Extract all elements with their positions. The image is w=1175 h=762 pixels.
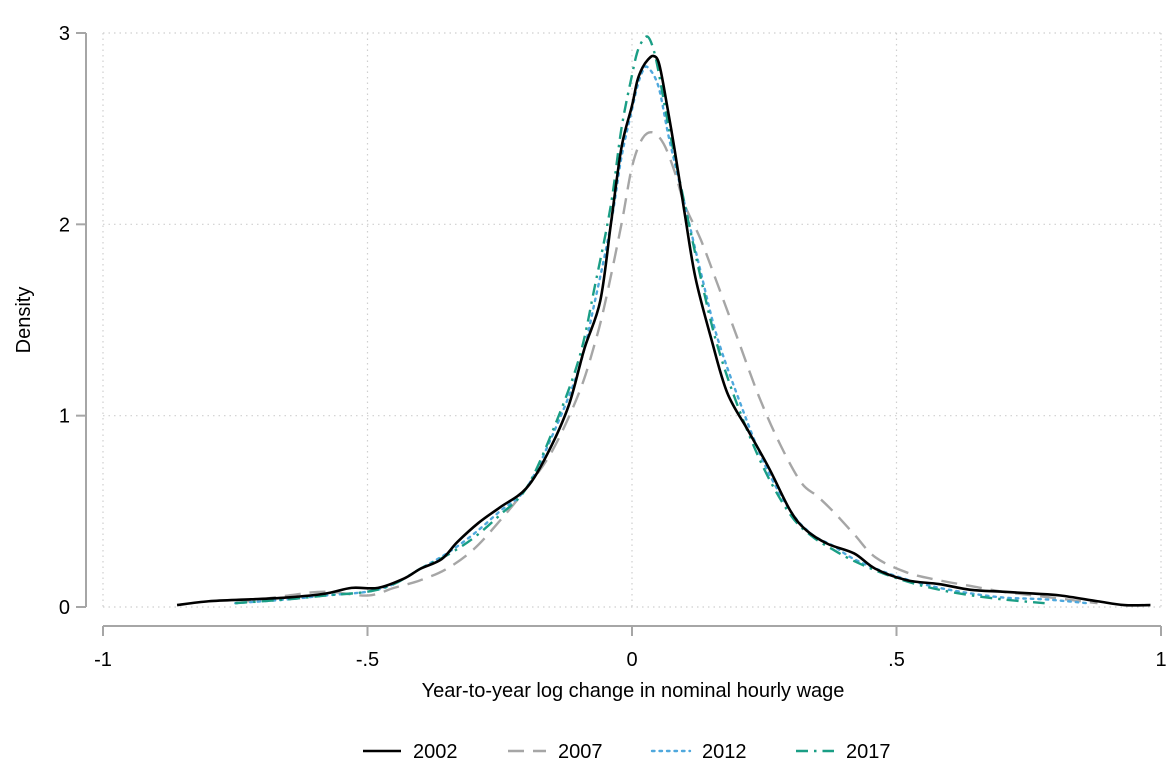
series-line-2012 — [234, 65, 1089, 605]
legend-label: 2017 — [846, 741, 891, 762]
series-line-2017 — [235, 35, 1045, 605]
x-axis-title: Year-to-year log change in nominal hourl… — [422, 680, 845, 702]
y-tick-label: 2 — [59, 214, 70, 236]
legend-item-2017: 2017 — [796, 741, 891, 762]
series-line-2007 — [235, 130, 1098, 605]
x-tick-label: .5 — [888, 649, 905, 671]
x-tick-label: 1 — [1155, 649, 1166, 671]
plot-area — [176, 35, 1151, 607]
legend-label: 2007 — [558, 741, 603, 762]
legend-item-2012: 2012 — [650, 741, 747, 762]
legend-label: 2012 — [702, 741, 747, 762]
gridlines — [102, 32, 1162, 608]
legend-item-2002: 2002 — [363, 741, 458, 762]
x-axis: -1 -.5 0 .5 1 — [94, 625, 1167, 671]
y-axis-title: Density — [13, 287, 35, 354]
y-tick-label: 3 — [59, 23, 70, 45]
x-tick-label: -1 — [94, 649, 112, 671]
legend: 2002 2007 2012 2017 — [363, 741, 891, 762]
legend-item-2007: 2007 — [508, 741, 603, 762]
y-tick-label: 1 — [59, 406, 70, 428]
series-line-2002 — [176, 54, 1151, 607]
x-tick-label: 0 — [626, 649, 637, 671]
y-tick-label: 0 — [59, 597, 70, 619]
y-axis: 0 1 2 3 — [59, 23, 87, 619]
legend-label: 2002 — [413, 741, 458, 762]
x-tick-label: -.5 — [356, 649, 379, 671]
